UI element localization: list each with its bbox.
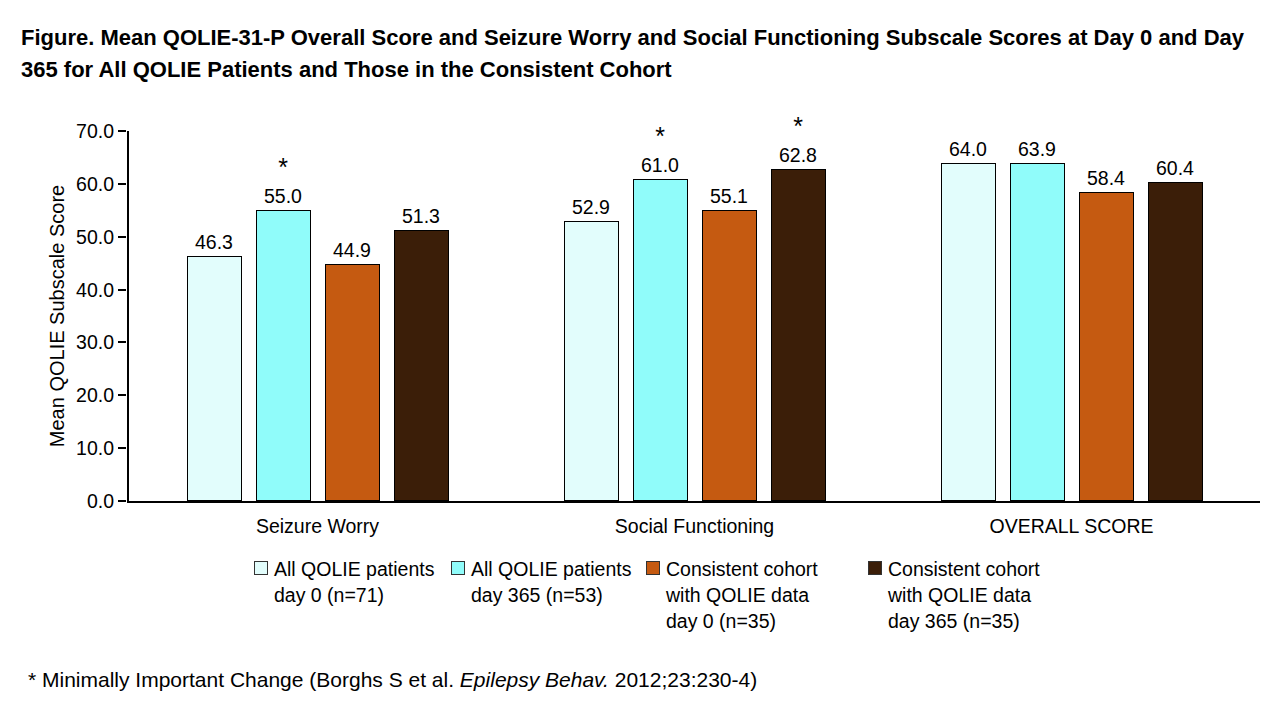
- bar-column: 55.1: [702, 185, 757, 501]
- bar-value-label: 55.0: [264, 185, 302, 207]
- y-axis-title: Mean QOLIE Subscale Score: [46, 185, 69, 447]
- x-category-label: Seizure Worry: [129, 515, 506, 538]
- significance-asterisk: *: [793, 116, 803, 138]
- y-tick-mark: [118, 130, 126, 132]
- footnote-journal-italic: Epilepsy Behav.: [460, 668, 609, 691]
- footnote: * Minimally Important Change (Borghs S e…: [28, 668, 757, 692]
- legend-label-line: All QOLIE patients: [471, 556, 631, 582]
- legend-swatch: [451, 561, 465, 575]
- legend-label-line: All QOLIE patients: [274, 556, 434, 582]
- bar-value-label: 61.0: [641, 154, 679, 176]
- legend-label-line: day 0 (n=35): [666, 608, 818, 634]
- bar-column: 44.9: [325, 239, 380, 501]
- legend-item: Consistent cohortwith QOLIE dataday 0 (n…: [646, 556, 818, 634]
- bar-value-label: 46.3: [195, 231, 233, 253]
- bar: [325, 264, 380, 501]
- bar: [702, 210, 757, 501]
- bar-value-label: 52.9: [572, 196, 610, 218]
- bar: [394, 230, 449, 501]
- bar: [633, 179, 688, 501]
- legend-item: All QOLIE patientsday 0 (n=71): [254, 556, 434, 608]
- bar-group: 52.9*61.055.1*62.8: [506, 131, 883, 501]
- y-tick-mark: [118, 183, 126, 185]
- bar-group: 46.3 * 55.0 44.9 51.3: [129, 131, 506, 501]
- x-axis-labels: Seizure WorrySocial FunctioningOVERALL S…: [129, 515, 1260, 538]
- bar: [564, 221, 619, 501]
- bar-column: 52.9: [564, 196, 619, 501]
- bar: [771, 169, 826, 501]
- bar-value-label: 64.0: [949, 138, 987, 160]
- legend-label-line: with QOLIE data: [666, 582, 818, 608]
- y-tick-mark: [118, 289, 126, 291]
- legend-label-line: day 365 (n=35): [888, 608, 1040, 634]
- bar: [941, 163, 996, 501]
- figure-canvas: Figure. Mean QOLIE-31-P Overall Score an…: [0, 0, 1280, 720]
- y-tick-mark: [118, 500, 126, 502]
- plot-area: 0.010.020.030.040.050.060.070.046.3*55.0…: [127, 131, 1260, 503]
- x-category-label: OVERALL SCORE: [883, 515, 1260, 538]
- bar-column: 64.0: [941, 138, 996, 501]
- bar-column: * 61.0: [633, 126, 688, 501]
- bar-column: 58.4: [1079, 167, 1134, 501]
- y-tick-mark: [118, 447, 126, 449]
- legend-swatch: [254, 561, 268, 575]
- bar-value-label: 63.9: [1018, 138, 1056, 160]
- chart-legend: All QOLIE patientsday 0 (n=71)All QOLIE …: [0, 556, 1280, 648]
- bar-column: * 62.8: [771, 116, 826, 501]
- bar-groups: 46.3*55.044.951.352.9*61.055.1*62.864.06…: [129, 131, 1260, 501]
- legend-label: Consistent cohortwith QOLIE dataday 365 …: [888, 556, 1040, 634]
- bar: [256, 210, 311, 501]
- legend-swatch: [868, 561, 882, 575]
- y-tick-mark: [118, 341, 126, 343]
- figure-title: Figure. Mean QOLIE-31-P Overall Score an…: [21, 22, 1253, 86]
- bar: [1010, 163, 1065, 501]
- footnote-citation-suffix: 2012;23:230-4): [609, 668, 757, 691]
- legend-label-line: Consistent cohort: [666, 556, 818, 582]
- legend-item: All QOLIE patientsday 365 (n=53): [451, 556, 631, 608]
- y-tick-label: 50.0: [76, 225, 114, 248]
- bar: [1079, 192, 1134, 501]
- bar-value-label: 44.9: [333, 239, 371, 261]
- bar-column: 60.4: [1148, 157, 1203, 501]
- y-tick-label: 60.0: [76, 172, 114, 195]
- bar: [1148, 182, 1203, 501]
- significance-asterisk: *: [655, 126, 665, 148]
- y-tick-label: 30.0: [76, 331, 114, 354]
- bar-value-label: 58.4: [1087, 167, 1125, 189]
- y-tick-label: 10.0: [76, 437, 114, 460]
- significance-asterisk: *: [278, 157, 288, 179]
- legend-item: Consistent cohortwith QOLIE dataday 365 …: [868, 556, 1040, 634]
- y-tick-mark: [118, 236, 126, 238]
- bar-value-label: 62.8: [779, 144, 817, 166]
- bar-column: 46.3: [187, 231, 242, 501]
- y-tick-mark: [118, 394, 126, 396]
- legend-label-line: with QOLIE data: [888, 582, 1040, 608]
- bar-group: 64.0 63.9 58.4 60.4: [883, 131, 1260, 501]
- y-tick-label: 0.0: [87, 490, 114, 513]
- bar-value-label: 60.4: [1156, 157, 1194, 179]
- legend-label-line: day 0 (n=71): [274, 582, 434, 608]
- bar-column: 63.9: [1010, 138, 1065, 501]
- bar-value-label: 51.3: [402, 205, 440, 227]
- y-tick-label: 70.0: [76, 120, 114, 143]
- y-tick-label: 40.0: [76, 278, 114, 301]
- bar-column: 51.3: [394, 205, 449, 501]
- footnote-text: * Minimally Important Change (Borghs S e…: [28, 668, 460, 691]
- bar: [187, 256, 242, 501]
- legend-label-line: day 365 (n=53): [471, 582, 631, 608]
- legend-swatch: [646, 561, 660, 575]
- legend-label-line: Consistent cohort: [888, 556, 1040, 582]
- y-tick-label: 20.0: [76, 384, 114, 407]
- bar-value-label: 55.1: [710, 185, 748, 207]
- bar-column: * 55.0: [256, 157, 311, 501]
- legend-label: All QOLIE patientsday 0 (n=71): [274, 556, 434, 608]
- legend-label: All QOLIE patientsday 365 (n=53): [471, 556, 631, 608]
- x-category-label: Social Functioning: [506, 515, 883, 538]
- legend-label: Consistent cohortwith QOLIE dataday 0 (n…: [666, 556, 818, 634]
